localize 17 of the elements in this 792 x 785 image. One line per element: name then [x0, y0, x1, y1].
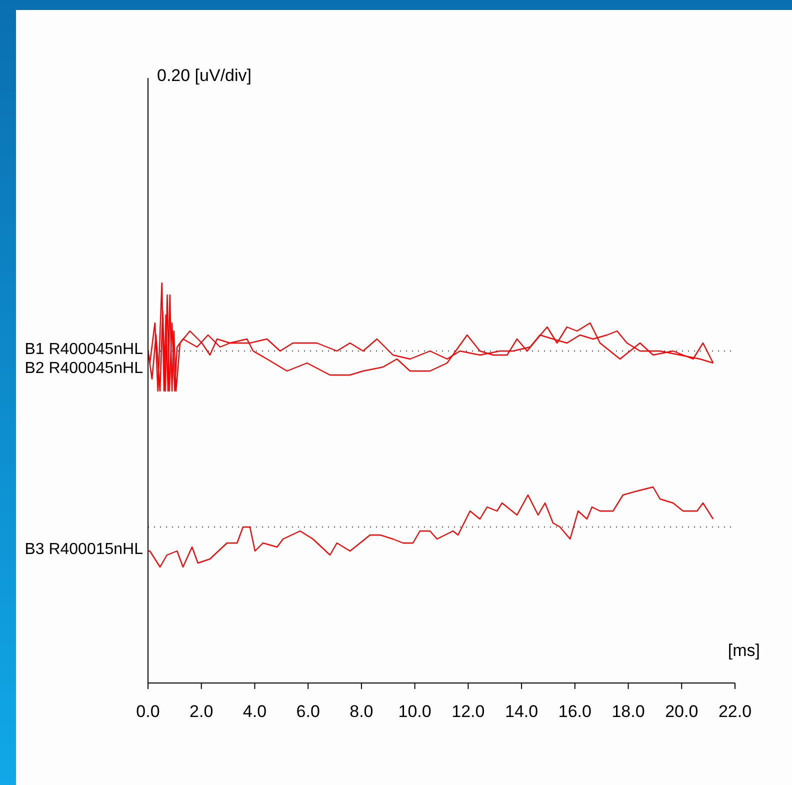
x-tick-label: 20.0 [665, 702, 698, 722]
x-tick-label: 16.0 [558, 702, 592, 722]
x-tick-label: 0.0 [136, 702, 160, 722]
x-tick-label: 18.0 [612, 702, 645, 722]
x-tick-label: 10.0 [398, 702, 432, 722]
x-tick-label: 12.0 [452, 702, 485, 722]
x-tick-label: 22.0 [718, 702, 752, 722]
x-tick-label: 8.0 [350, 702, 374, 722]
text: 0.20 [uV/div] [157, 66, 252, 86]
series-label: B1 R400045nHL [24, 341, 143, 359]
x-tick-label: 6.0 [296, 702, 320, 722]
x-tick-label: 14.0 [505, 702, 538, 722]
x-tick-label: 4.0 [242, 702, 267, 722]
x-axis-title: [ms] [728, 641, 760, 661]
x-tick-label: 2.0 [190, 702, 214, 722]
series-label: B2 R400045nHL [24, 360, 143, 378]
series-label: B3 R400015nHL [24, 541, 143, 559]
